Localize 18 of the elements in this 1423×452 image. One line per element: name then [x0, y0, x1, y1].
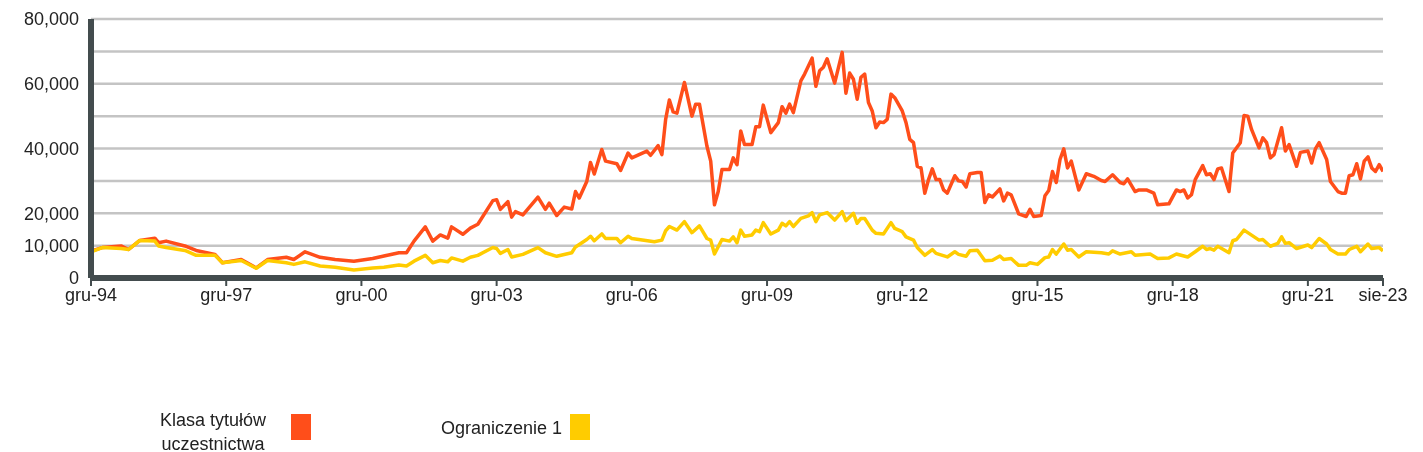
x-tick-label: gru-03	[470, 284, 523, 305]
x-tick-label: gru-06	[605, 284, 658, 305]
y-tick-label: 20,000	[23, 203, 79, 224]
x-tick-label: gru-18	[1146, 284, 1199, 305]
x-tick-label: gru-12	[876, 284, 929, 305]
x-tick-label: gru-21	[1281, 284, 1334, 305]
x-tick-label: gru-15	[1011, 284, 1064, 305]
y-tick-label: 40,000	[23, 138, 79, 159]
y-tick-label: 60,000	[23, 74, 79, 95]
y-tick-label: 80,000	[23, 9, 79, 30]
x-tick-label: sie-23	[1358, 284, 1408, 305]
y-tick-label: 10,000	[23, 236, 79, 257]
line-series	[91, 209, 1383, 272]
x-tick-label: gru-09	[741, 284, 794, 305]
legend-label: Ograniczenie 1	[441, 417, 563, 440]
legend-label: Klasa tytułów uczestnictwa	[158, 409, 268, 452]
x-tick-label: gru-97	[200, 284, 253, 305]
x-tick-label: gru-00	[335, 284, 388, 305]
